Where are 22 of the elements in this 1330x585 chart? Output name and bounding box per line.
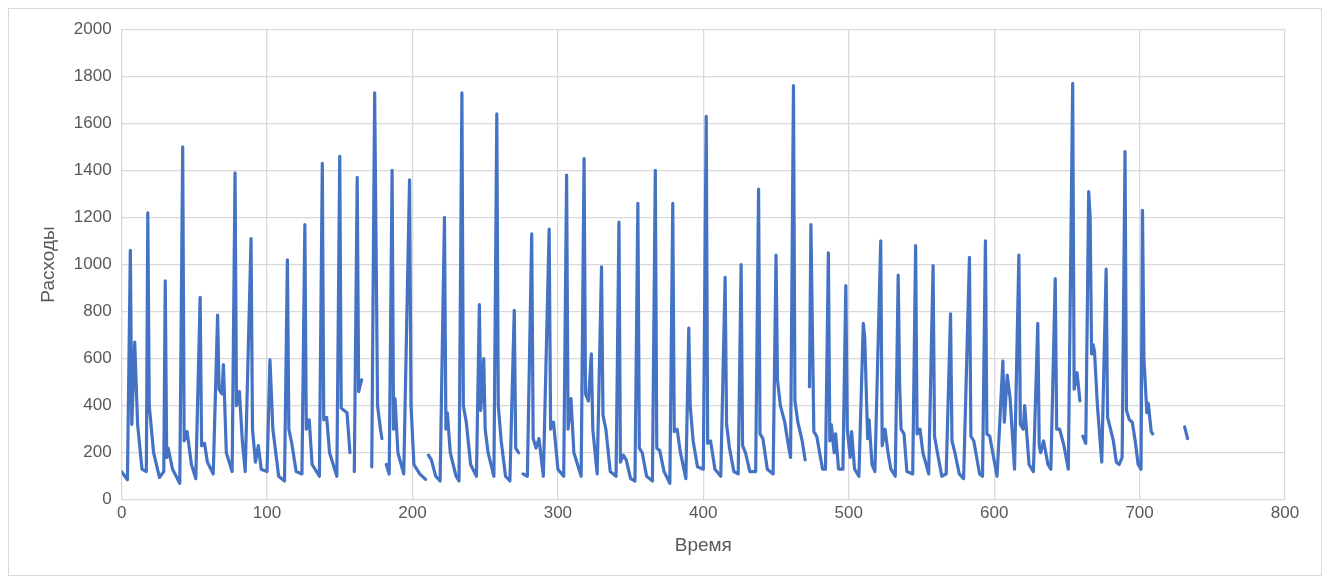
x-tick-label: 500 bbox=[834, 502, 863, 522]
x-tick-label: 800 bbox=[1270, 502, 1300, 522]
y-tick-label: 1400 bbox=[73, 160, 112, 180]
x-tick-label: 400 bbox=[689, 502, 718, 522]
x-tick-label: 300 bbox=[543, 502, 573, 522]
y-tick-label: 1600 bbox=[73, 113, 112, 133]
y-tick-label: 2000 bbox=[73, 18, 112, 38]
x-tick-label: 600 bbox=[979, 502, 1009, 522]
x-tick-label: 200 bbox=[398, 502, 427, 522]
x-tick-label: 0 bbox=[116, 502, 127, 522]
x-axis-title: Время bbox=[674, 533, 732, 555]
y-axis-title: Расходы bbox=[36, 226, 58, 303]
y-tick-label: 1800 bbox=[73, 65, 112, 85]
y-tick-label: 1200 bbox=[73, 207, 112, 227]
y-tick-label: 1000 bbox=[73, 254, 112, 274]
x-tick-label: 100 bbox=[252, 502, 282, 522]
y-tick-label: 0 bbox=[102, 489, 112, 509]
y-tick-label: 200 bbox=[83, 442, 112, 462]
y-tick-label: 600 bbox=[83, 348, 112, 368]
y-tick-label: 800 bbox=[83, 301, 112, 321]
y-tick-label: 400 bbox=[83, 395, 112, 415]
x-tick-label: 700 bbox=[1125, 502, 1154, 522]
